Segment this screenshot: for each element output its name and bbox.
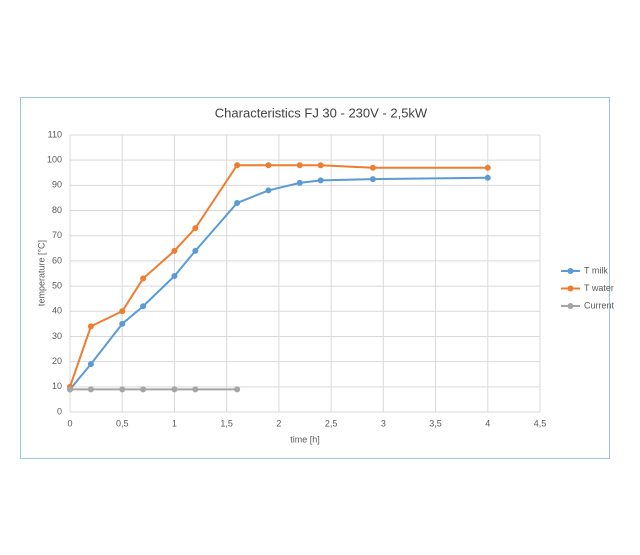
x-tick-label: 1: [172, 418, 177, 428]
y-tick-label: 100: [47, 155, 62, 165]
data-point: [484, 164, 491, 171]
data-point: [140, 303, 147, 310]
chart-title: Characteristics FJ 30 - 230V - 2,5kW: [215, 105, 428, 120]
series-line: [69, 164, 488, 388]
legend-marker: [567, 303, 574, 309]
x-tick-label: 3,5: [429, 418, 442, 428]
y-tick-label: 70: [52, 230, 62, 240]
legend-label: T milk: [584, 265, 608, 275]
legend-label: Current: [584, 300, 615, 310]
x-tick-label: 0,5: [116, 418, 129, 428]
y-axis-label: temperature [°C]: [36, 240, 46, 306]
x-tick-label: 4: [485, 418, 490, 428]
legend-marker: [567, 285, 574, 292]
y-tick-label: 10: [52, 381, 62, 391]
data-point: [265, 162, 272, 169]
x-tick-label: 2,5: [325, 418, 338, 428]
y-tick-label: 50: [52, 280, 62, 290]
y-tick-label: 90: [52, 180, 62, 190]
y-tick-label: 60: [52, 255, 62, 265]
data-point: [234, 199, 241, 206]
data-point: [192, 386, 199, 393]
data-point: [87, 361, 94, 368]
data-point: [171, 247, 178, 254]
data-point: [140, 275, 147, 282]
data-point: [484, 174, 491, 181]
y-tick-label: 20: [52, 356, 62, 366]
data-point: [140, 386, 147, 393]
data-point: [171, 386, 178, 393]
data-point: [265, 187, 272, 194]
y-tick-label: 0: [57, 406, 62, 416]
y-tick-label: 30: [52, 331, 62, 341]
data-point: [369, 164, 376, 171]
legend-marker: [567, 268, 574, 274]
series-line: [69, 176, 488, 390]
x-axis-label: time [h]: [290, 434, 320, 444]
x-tick-label: 0: [67, 418, 72, 428]
y-tick-label: 80: [52, 205, 62, 215]
x-tick-label: 3: [381, 418, 386, 428]
data-point: [317, 177, 324, 184]
data-point: [67, 386, 73, 393]
data-point: [234, 162, 241, 169]
data-point: [192, 247, 199, 254]
x-tick-label: 4,5: [534, 418, 547, 428]
y-tick-label: 40: [52, 306, 62, 316]
data-point: [171, 273, 178, 280]
data-point: [369, 176, 376, 183]
data-point: [296, 179, 303, 186]
x-tick-label: 1,5: [220, 418, 233, 428]
y-tick-label: 110: [48, 129, 62, 139]
data-point: [192, 225, 199, 232]
data-point: [296, 162, 303, 169]
data-point: [119, 320, 126, 327]
data-point: [119, 386, 126, 393]
data-point: [317, 162, 324, 169]
x-tick-label: 2: [276, 418, 281, 428]
data-point: [234, 386, 241, 393]
chart-frame: [20, 97, 610, 459]
data-point: [87, 386, 94, 393]
data-point: [119, 308, 126, 315]
data-point: [87, 323, 94, 330]
legend-label: T water: [584, 283, 614, 293]
